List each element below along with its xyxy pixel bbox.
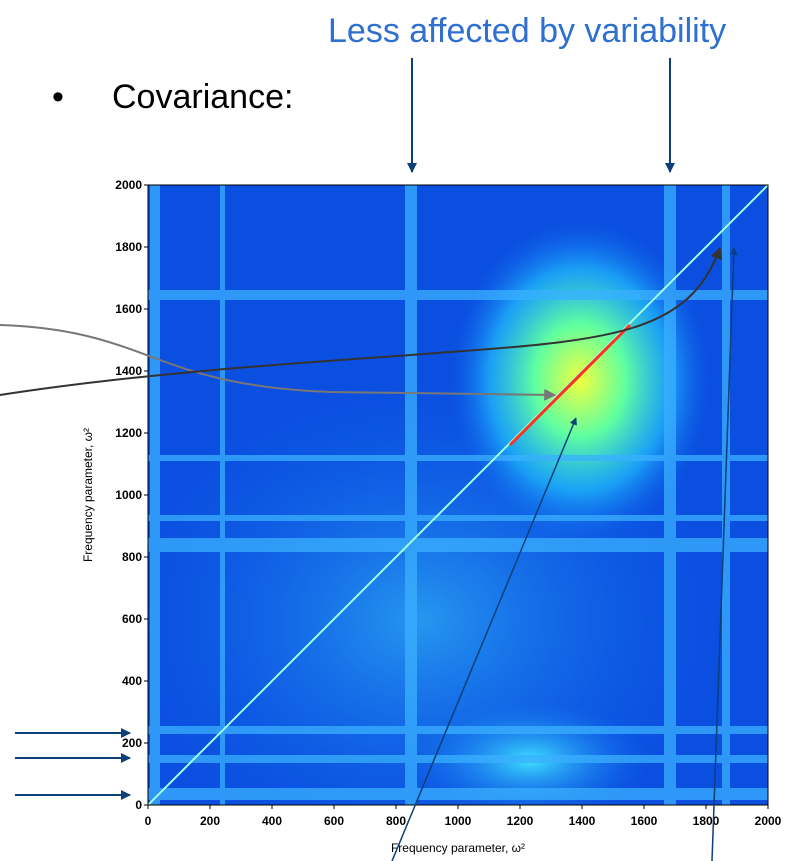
x-tick-label: 800 bbox=[386, 814, 406, 828]
y-tick-label: 2000 bbox=[115, 178, 142, 192]
slide: Less affected by variability • Covarianc… bbox=[0, 0, 799, 861]
y-tick-label: 1400 bbox=[115, 364, 142, 378]
y-tick-label: 1800 bbox=[115, 240, 142, 254]
x-axis-label: Frequency parameter, ω² bbox=[391, 841, 525, 855]
y-axis-label: Frequency parameter, ω² bbox=[81, 428, 95, 562]
y-tick-label: 800 bbox=[122, 550, 142, 564]
x-tick-label: 1600 bbox=[631, 814, 658, 828]
y-tick-label: 400 bbox=[122, 674, 142, 688]
page: Less affected by variability • Covarianc… bbox=[0, 0, 799, 861]
x-tick-label: 200 bbox=[200, 814, 220, 828]
heading: Less affected by variability bbox=[328, 12, 726, 50]
bullet-dot: • bbox=[52, 78, 64, 116]
x-tick-label: 1800 bbox=[693, 814, 720, 828]
x-tick-label: 0 bbox=[145, 814, 152, 828]
x-tick-label: 1000 bbox=[445, 814, 472, 828]
x-tick-label: 1200 bbox=[507, 814, 534, 828]
y-tick-label: 1200 bbox=[115, 426, 142, 440]
y-tick-label: 1000 bbox=[115, 488, 142, 502]
x-tick-label: 400 bbox=[262, 814, 282, 828]
x-tick-label: 1400 bbox=[569, 814, 596, 828]
heatmap bbox=[120, 185, 768, 860]
y-tick-label: 1600 bbox=[115, 302, 142, 316]
x-tick-label: 600 bbox=[324, 814, 344, 828]
y-tick-label: 200 bbox=[122, 736, 142, 750]
x-tick-label: 2000 bbox=[755, 814, 782, 828]
y-tick-label: 600 bbox=[122, 612, 142, 626]
y-tick-label: 0 bbox=[135, 798, 142, 812]
bullet-text: Covariance: bbox=[112, 78, 293, 116]
